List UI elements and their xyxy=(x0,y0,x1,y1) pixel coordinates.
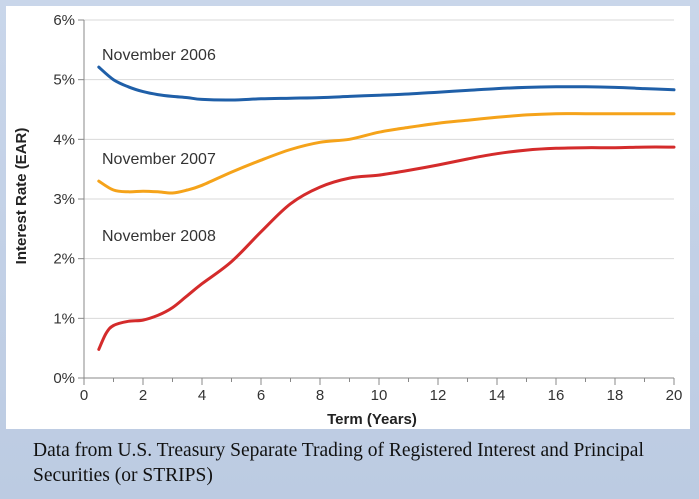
x-tick-label: 14 xyxy=(489,387,506,404)
y-tick-label: 5% xyxy=(53,72,75,89)
axes: 0% 1% 2% 3% 4% 5% 6% 0 2 4 6 8 10 12 14 16 18 20 xyxy=(53,12,682,404)
x-axis-title: Term (Years) xyxy=(327,411,417,428)
x-tick-label: 4 xyxy=(198,387,206,404)
line-chart: 0% 1% 2% 3% 4% 5% 6% 0 2 4 6 8 10 12 14 16 18 20 November… xyxy=(13,12,682,428)
gridlines xyxy=(84,19,674,319)
chart-panel: 0% 1% 2% 3% 4% 5% 6% 0 2 4 6 8 10 12 14 16 18 20 November… xyxy=(6,6,690,429)
x-tick-label: 16 xyxy=(548,387,565,404)
x-tick-label: 20 xyxy=(666,387,683,404)
y-tick-label: 1% xyxy=(53,310,75,327)
x-tick-label: 0 xyxy=(80,387,88,404)
series-line-november-2008 xyxy=(97,145,676,351)
x-tick-label: 8 xyxy=(316,387,324,404)
series-label: November 2006 xyxy=(102,47,216,64)
source-caption: Data from U.S. Treasury Separate Trading… xyxy=(33,440,644,486)
series-line-november-2007 xyxy=(97,112,676,195)
series-line-november-2006 xyxy=(97,65,676,102)
x-tick-label: 12 xyxy=(430,387,447,404)
x-tick-label: 2 xyxy=(139,387,147,404)
y-axis-title: Interest Rate (EAR) xyxy=(13,128,30,265)
series-lines xyxy=(97,65,676,351)
series-labels: November 2006 November 2007 November 2008 xyxy=(102,47,216,245)
series-label: November 2008 xyxy=(102,228,216,245)
y-tick-label: 3% xyxy=(53,191,75,208)
y-tick-label: 6% xyxy=(53,12,75,29)
y-tick-label: 0% xyxy=(53,370,75,387)
series-label: November 2007 xyxy=(102,151,216,168)
x-tick-label: 6 xyxy=(257,387,265,404)
x-tick-label: 10 xyxy=(371,387,388,404)
x-tick-label: 18 xyxy=(607,387,624,404)
y-tick-label: 2% xyxy=(53,251,75,268)
y-tick-label: 4% xyxy=(53,131,75,148)
